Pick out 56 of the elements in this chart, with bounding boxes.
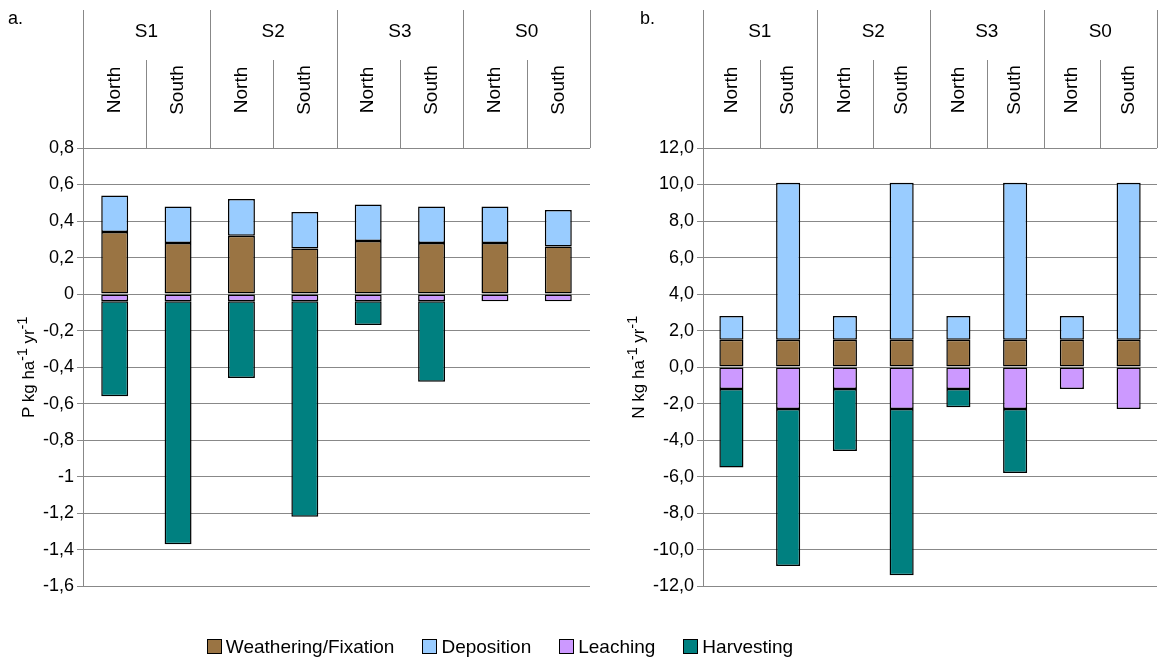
x-tick-label: North (833, 66, 855, 114)
text: S1 (748, 20, 772, 42)
y-tick-label: -1 (58, 465, 75, 486)
y-tick-label: 2,0 (669, 319, 695, 340)
x-tick-label: North (946, 66, 968, 114)
y-tick-label: 0 (64, 283, 75, 304)
y-tick-label: 0,0 (669, 356, 695, 377)
y-tick-label: -6,0 (663, 465, 695, 486)
x-tick-label: North (719, 66, 741, 114)
y-tick-label: 10,0 (658, 173, 695, 194)
y-tick-label: -10,0 (653, 538, 695, 559)
y-tick-label: 4,0 (669, 283, 695, 304)
text: S3 (975, 20, 999, 42)
x-tick-label: North (229, 66, 251, 114)
legend-label: Leaching (577, 636, 656, 658)
y-tick-label: -1,2 (42, 502, 75, 523)
y-tick-label: -12,0 (653, 575, 695, 596)
x-tick-label: North (102, 66, 124, 114)
y-tick-label: 0,4 (48, 210, 75, 230)
y-tick-label: 8,0 (669, 210, 695, 230)
y-tick-label: 0,2 (48, 246, 75, 267)
y-tick-label: -8,0 (663, 502, 695, 523)
legend-label: Harvesting (701, 636, 794, 658)
x-tick-label: South (776, 65, 798, 115)
x-tick-label: South (419, 65, 441, 115)
y-tick-label: -1,6 (42, 575, 75, 596)
y-tick-label: -0,4 (42, 356, 75, 377)
text: S2 (861, 20, 885, 42)
text: S0 (515, 20, 539, 42)
y-tick-label: 0,6 (48, 173, 75, 194)
chart-title: b. (640, 8, 656, 29)
y-tick-label: 12,0 (658, 136, 695, 157)
text: S1 (134, 20, 159, 42)
text: S3 (388, 20, 412, 42)
x-tick-label: South (889, 65, 911, 115)
y-tick-label: -0,6 (42, 392, 75, 413)
x-tick-label: South (1116, 65, 1138, 115)
y-tick-label: -2,0 (663, 392, 695, 413)
x-tick-label: South (546, 65, 568, 115)
text: S0 (1088, 20, 1112, 42)
x-tick-label: North (356, 66, 378, 114)
x-tick-label: North (483, 66, 505, 114)
text: S2 (261, 20, 285, 42)
legend-label: Weathering/Fixation (224, 636, 395, 658)
y-tick-label: -0,8 (42, 429, 75, 450)
y-tick-label: 6,0 (669, 246, 695, 267)
y-tick-label: -0,2 (42, 319, 75, 340)
y-tick-label: 0,8 (48, 136, 75, 157)
x-tick-label: South (1003, 65, 1025, 115)
y-tick-label: -1,4 (42, 538, 75, 559)
x-tick-label: South (166, 65, 188, 115)
chart-title: a. (8, 8, 24, 29)
x-tick-label: North (1060, 66, 1082, 114)
x-tick-label: South (293, 65, 315, 115)
legend-label: Deposition (440, 636, 532, 658)
y-tick-label: -4,0 (663, 429, 695, 450)
